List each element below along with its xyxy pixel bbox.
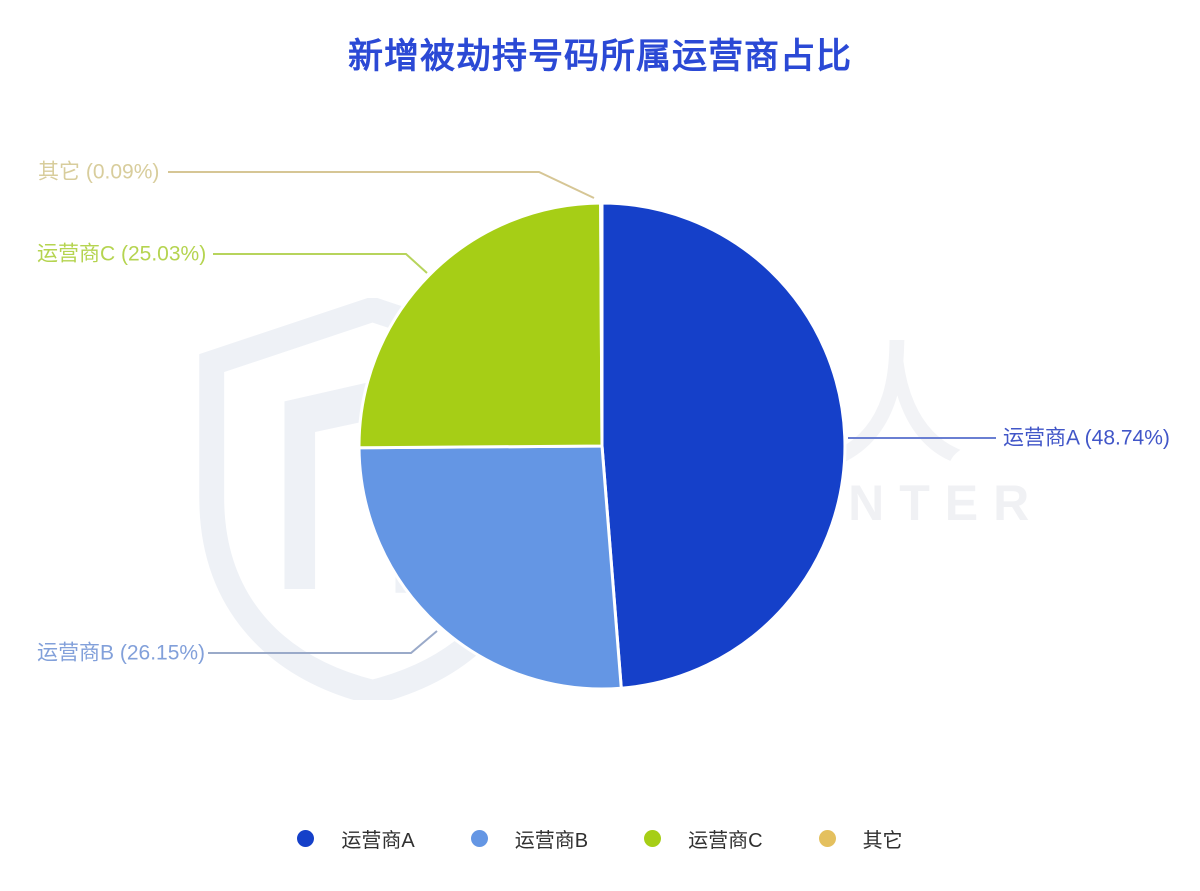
legend-label-operator-b: 运营商B: [514, 829, 589, 852]
pie-slice-运营商C[interactable]: [357, 201, 604, 450]
leader-line-其它: [168, 171, 595, 199]
legend-dot-operator-b: [470, 829, 488, 847]
pie-label-operator-b: 运营商B (26.15%): [37, 641, 206, 665]
legend-item-operator-a[interactable]: 运营商A: [297, 824, 415, 853]
legend-dot-operator-c: [644, 829, 662, 847]
legend-dot-operator-a: [297, 829, 315, 847]
leader-line-运营商B: [208, 630, 438, 654]
pie-label-operator-a: 运营商A (48.74%): [1003, 426, 1170, 450]
chart-title: 新增被劫持号码所属运营商占比: [347, 37, 852, 76]
pie-label-operator-c: 运营商C (25.03%): [37, 242, 207, 266]
legend-label-operator-c: 运营商C: [688, 829, 763, 852]
pie-slice-其它[interactable]: [599, 201, 604, 448]
legend: 运营商A 运营商B 运营商C 其它: [0, 822, 1200, 854]
legend-item-operator-c[interactable]: 运营商C: [644, 824, 763, 853]
pie-slice-运营商A[interactable]: [600, 201, 847, 690]
legend-label-other: 其它: [862, 829, 903, 852]
leader-line-运营商C: [213, 253, 428, 274]
legend-item-other[interactable]: 其它: [818, 824, 903, 853]
legend-dot-other: [818, 829, 836, 847]
legend-item-operator-b[interactable]: 运营商B: [470, 824, 589, 853]
legend-label-operator-a: 运营商A: [341, 829, 415, 852]
pie-label-other: 其它 (0.09%): [38, 160, 160, 184]
pie-slice-运营商B[interactable]: [357, 444, 623, 691]
